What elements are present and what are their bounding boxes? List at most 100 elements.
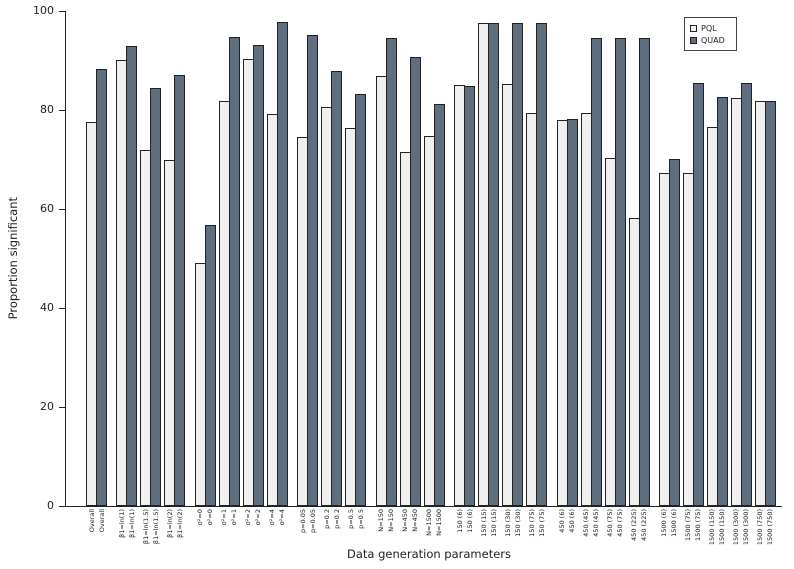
legend-label: PQL <box>701 23 717 33</box>
bar-group: 450 (6) 450 (6) 450 (45) 450 (45) 450 (75) 45… <box>556 38 650 541</box>
x-tick-label: 1500 (6) <box>670 509 679 537</box>
bar-pair: 1500 (750) 1500 (750) <box>754 100 776 545</box>
x-tick-label: p=0.5 <box>346 509 355 529</box>
bar-quad: 1500 (300) <box>740 83 752 545</box>
x-tick-label: 450 (45) <box>581 509 590 537</box>
pql-swatch-icon <box>690 24 697 32</box>
x-tick-label: 450 (75) <box>605 509 614 537</box>
bar-pair: Overall Overall <box>86 68 107 532</box>
x-tick-label: 150 (15) <box>489 509 498 537</box>
x-tick-label: 150 (6) <box>455 509 464 533</box>
bar-quad: N=450 <box>409 57 421 532</box>
x-tick-label: 1500 (300) <box>742 509 751 546</box>
x-tick-label: Overall <box>97 509 106 533</box>
y-axis-title: Proportion significant <box>6 197 20 320</box>
bar-pair: 1500 (75) 1500 (75) <box>682 83 704 541</box>
bar-quad: β1=ln(2) <box>174 74 186 538</box>
bar-quad: 150 (6) <box>464 85 476 533</box>
x-tick-label: 1500 (75) <box>694 509 703 541</box>
x-tick-label: p=0.5 <box>356 509 365 529</box>
bar-quad: σ²=4 <box>276 21 288 525</box>
x-tick-label: σ²=0 <box>206 509 215 526</box>
x-tick-label: 1500 (150) <box>708 509 717 546</box>
x-tick-label: 1500 (6) <box>660 509 669 537</box>
bar-quad: β1=ln(1.5) <box>150 88 162 544</box>
y-axis-line <box>65 11 66 507</box>
bar-quad: σ²=0 <box>204 224 216 525</box>
x-tick-label: σ²=2 <box>244 509 253 526</box>
x-tick-label: σ²=0 <box>196 509 205 526</box>
legend: PQL QUAD <box>684 17 737 51</box>
y-tick-label: 60 <box>40 202 54 215</box>
x-tick-label: 1500 (75) <box>684 509 693 541</box>
bar-pair: 1500 (6) 1500 (6) <box>658 158 680 537</box>
bar-pair: 1500 (150) 1500 (150) <box>706 97 728 545</box>
bar-quad: 150 (15) <box>488 22 500 537</box>
bar-quad: 1500 (6) <box>668 158 680 537</box>
bar-group: 150 (6) 150 (6) 150 (15) 150 (15) 150 (30) 15… <box>454 22 548 537</box>
x-tick-label: p=0.05 <box>308 509 317 534</box>
y-tick-label: 20 <box>40 400 54 413</box>
bar-quad: p=0.5 <box>355 93 367 529</box>
x-tick-label: β1=ln(1) <box>127 509 136 538</box>
x-tick-label: σ²=1 <box>220 509 229 526</box>
x-tick-label: σ²=1 <box>230 509 239 526</box>
x-tick-label: N=450 <box>400 509 409 532</box>
bar-pair: p=0.5 p=0.5 <box>345 93 367 529</box>
x-tick-label: 1500 (750) <box>756 509 765 546</box>
bar-pair: σ²=4 σ²=4 <box>266 21 288 525</box>
x-tick-label: N=450 <box>410 509 419 532</box>
bar-quad: p=0.2 <box>331 71 343 529</box>
quad-swatch-icon <box>690 36 697 44</box>
x-tick-label: N=150 <box>386 509 395 532</box>
y-tick <box>59 407 66 408</box>
x-tick-label: σ²=4 <box>278 509 287 526</box>
x-tick-label: p=0.2 <box>332 509 341 529</box>
x-tick-label: 150 (6) <box>465 509 474 533</box>
x-tick-label: N=1500 <box>434 509 443 536</box>
y-tick <box>59 209 66 210</box>
bar-group: N=150 N=150 N=450 N=450 N=1500 N=1500 <box>375 38 445 536</box>
x-tick-label: β1=ln(1.5) <box>151 509 160 545</box>
bar-pair: N=150 N=150 <box>375 38 397 532</box>
bar-pair: 150 (6) 150 (6) <box>454 85 476 533</box>
y-tick <box>59 308 66 309</box>
bar-pair: σ²=2 σ²=2 <box>242 44 264 525</box>
x-tick-label: 450 (6) <box>567 509 576 533</box>
x-tick-label: σ²=2 <box>254 509 263 526</box>
bar-quad: σ²=1 <box>228 36 240 525</box>
x-tick-label: σ²=4 <box>268 509 277 526</box>
x-tick-label: 150 (15) <box>479 509 488 537</box>
x-axis-baseline <box>65 506 782 507</box>
bar-pair: 450 (6) 450 (6) <box>556 119 578 533</box>
y-tick <box>59 110 66 111</box>
bar-quad: 1500 (75) <box>692 83 704 541</box>
y-tick-label: 80 <box>40 103 54 116</box>
x-tick-label: 1500 (750) <box>766 509 775 546</box>
bar-quad: 1500 (750) <box>764 100 776 545</box>
bar-quad: p=0.05 <box>307 34 319 533</box>
bar-pair: 150 (30) 150 (30) <box>502 22 524 537</box>
bar-group: Overall Overall <box>86 68 107 532</box>
bar-quad: 150 (75) <box>536 22 548 537</box>
y-tick-label: 0 <box>47 499 54 512</box>
x-tick-label: 150 (30) <box>513 509 522 537</box>
x-tick-label: 450 (75) <box>615 509 624 537</box>
x-tick-label: β1=ln(1.5) <box>141 509 150 545</box>
y-tick <box>59 506 66 507</box>
bar-pair: p=0.2 p=0.2 <box>321 71 343 529</box>
x-tick-label: β1=ln(2) <box>175 509 184 538</box>
bar-group: p=0.05 p=0.05 p=0.2 p=0.2 p=0.5 p=0.5 <box>297 34 367 533</box>
legend-label: QUAD <box>701 35 725 45</box>
bar-pair: 450 (225) 450 (225) <box>628 38 650 541</box>
y-tick-label: 40 <box>40 301 54 314</box>
x-tick-label: Overall <box>87 509 96 533</box>
x-tick-label: 450 (6) <box>557 509 566 533</box>
x-tick-label: 450 (45) <box>591 509 600 537</box>
bar-quad: N=1500 <box>433 104 445 536</box>
bar-pair: β1=ln(2) β1=ln(2) <box>164 74 186 538</box>
bar-quad: N=150 <box>385 38 397 532</box>
legend-item-pql: PQL <box>690 22 731 34</box>
x-tick-label: β1=ln(1) <box>117 509 126 538</box>
bar-quad: 450 (6) <box>566 119 578 533</box>
